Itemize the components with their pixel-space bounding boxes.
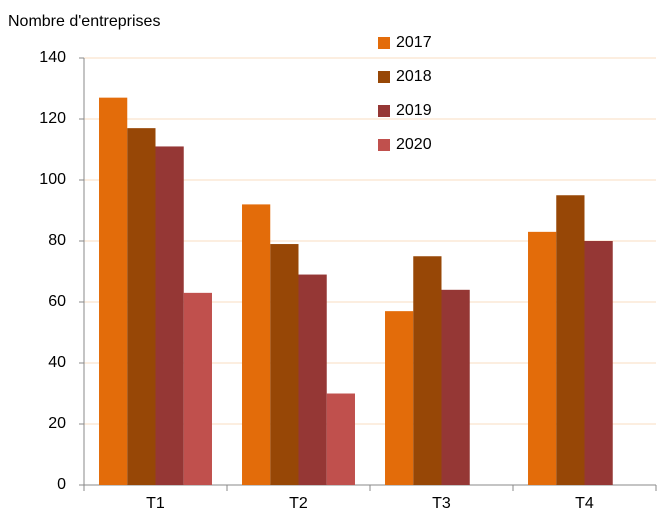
y-tick-label: 20 (48, 415, 66, 432)
bar (556, 195, 585, 485)
y-axis-label: Nombre d'entreprises (8, 13, 160, 30)
y-tick-label: 0 (57, 476, 66, 493)
legend-label: 2017 (396, 34, 432, 51)
x-tick-label: T2 (289, 495, 308, 512)
bar (441, 289, 470, 485)
bar (413, 256, 442, 485)
bar (584, 241, 613, 485)
x-tick-label: T1 (146, 495, 165, 512)
y-tick-label: 40 (48, 354, 66, 371)
legend-swatch (378, 37, 390, 49)
legend-label: 2020 (396, 136, 432, 153)
bar (270, 244, 299, 485)
bar (183, 292, 212, 485)
legend-swatch (378, 139, 390, 151)
bar (385, 311, 414, 485)
legend-swatch (378, 105, 390, 117)
legend-swatch (378, 71, 390, 83)
bar (99, 97, 128, 486)
bar (242, 204, 271, 485)
bar (326, 393, 355, 485)
x-tick-label: T4 (575, 495, 594, 512)
y-tick-label: 60 (48, 293, 66, 310)
legend-label: 2019 (396, 102, 432, 119)
bar (127, 128, 156, 485)
x-tick-label: T3 (432, 495, 451, 512)
bar (155, 146, 184, 485)
bar (528, 231, 557, 485)
y-tick-label: 120 (39, 110, 66, 127)
bar (298, 274, 327, 485)
y-tick-label: 100 (39, 171, 66, 188)
legend-label: 2018 (396, 68, 432, 85)
y-tick-label: 140 (39, 49, 66, 66)
y-tick-label: 80 (48, 232, 66, 249)
